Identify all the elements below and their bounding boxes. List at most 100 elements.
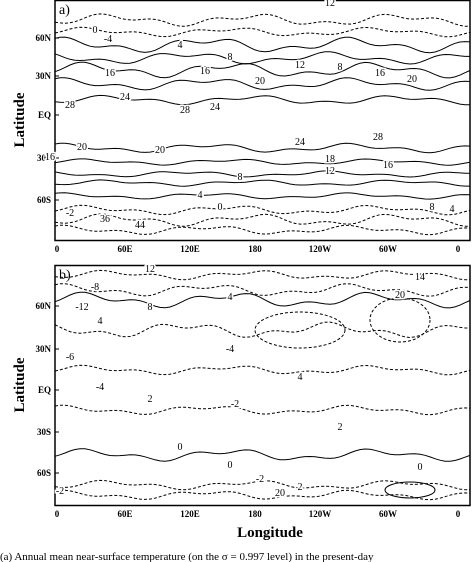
y-tick-label: 30N	[36, 344, 52, 354]
contour-loop	[384, 481, 436, 499]
contour-label: 14	[415, 272, 425, 283]
contour-line	[54, 94, 470, 106]
contour-line	[54, 158, 471, 166]
contour-line	[54, 213, 471, 227]
contour-label: 16	[105, 68, 115, 79]
contour-label: 28	[180, 105, 190, 116]
contour-label: -8	[91, 282, 99, 293]
contour-line	[54, 26, 471, 38]
y-axis-label: Latitude	[12, 92, 28, 147]
contour-label: 0	[218, 202, 223, 213]
contour-label: 44	[135, 220, 145, 231]
contour-line	[54, 51, 470, 65]
contour-line	[54, 170, 470, 178]
y-tick-label: 60S	[37, 468, 51, 478]
contour-label: 16	[45, 152, 55, 163]
contour-label: 8	[338, 62, 343, 73]
x-tick-label: 120E	[180, 509, 200, 519]
contour-label: 0	[228, 460, 233, 471]
map-frame	[54, 0, 471, 242]
contour-line	[54, 142, 471, 154]
contour-label: 2	[148, 394, 153, 405]
contour-line	[54, 364, 471, 376]
x-tick-label: 180	[248, 509, 262, 519]
contour-label: 24	[210, 102, 220, 113]
contour-line	[54, 204, 471, 216]
y-tick-label: EQ	[38, 385, 51, 395]
contour-line	[54, 448, 471, 462]
contour-label: 4	[98, 316, 103, 327]
contour-label: 16	[200, 66, 210, 77]
contour-line	[54, 224, 471, 236]
contour-label: 4	[198, 190, 203, 201]
contour-label: -6	[66, 352, 74, 363]
contour-line	[54, 36, 471, 54]
y-tick-label: 30N	[36, 71, 52, 81]
contour-label: 0	[178, 442, 183, 453]
x-tick-label: 0	[55, 509, 60, 519]
contour-label: 28	[373, 132, 383, 143]
contour-label: 8	[228, 52, 233, 63]
x-tick-label: 120W	[309, 244, 332, 254]
contour-label: 36	[100, 214, 110, 225]
y-tick-label: 30S	[37, 153, 51, 163]
contour-line	[54, 77, 471, 91]
contour-label: 4	[298, 372, 303, 383]
contour-loop	[369, 297, 431, 343]
contour-label: 28	[65, 100, 75, 111]
contour-label: 12	[295, 60, 305, 71]
contour-label: 0	[418, 462, 423, 473]
contour-label: 16	[383, 160, 393, 171]
contour-label: 12	[325, 166, 335, 177]
x-tick-label: 120W	[309, 509, 332, 519]
contour-line	[54, 192, 471, 200]
contour-label: -4	[104, 34, 112, 45]
y-tick-label: EQ	[38, 110, 51, 120]
panel-label: a)	[59, 3, 70, 18]
contour-label: 16	[375, 68, 385, 79]
contour-line	[54, 269, 470, 281]
contour-line	[54, 283, 471, 297]
contour-label: 4	[450, 204, 455, 215]
contour-label: 8	[430, 202, 435, 213]
y-axis-label: Latitude	[12, 357, 28, 412]
x-tick-label: 60E	[117, 244, 132, 254]
contour-label: 20	[275, 488, 285, 499]
contour-label: 2	[338, 422, 343, 433]
y-tick-label: 60N	[36, 301, 52, 311]
contour-line	[54, 404, 471, 416]
x-axis-label: Longitude	[237, 525, 303, 541]
contour-line	[54, 291, 471, 309]
y-tick-label: 60S	[37, 195, 51, 205]
contour-label: 18	[325, 154, 335, 165]
contour-label: 12	[325, 0, 335, 9]
contour-label: -4	[96, 382, 104, 393]
contour-label: 2	[298, 482, 303, 493]
contour-label: 8	[148, 302, 153, 313]
contour-label: 0	[93, 25, 98, 36]
contour-label: 20	[395, 290, 405, 301]
contour-label: 8	[238, 172, 243, 183]
contour-label: -2	[56, 486, 64, 497]
contour-line	[54, 489, 471, 501]
contour-line	[54, 61, 471, 79]
contour-label: 4	[178, 40, 183, 51]
contour-label: -12	[75, 302, 88, 313]
caption: (a) Annual mean near-surface temperature…	[0, 551, 374, 562]
x-tick-label: 60E	[117, 509, 132, 519]
contour-line	[54, 13, 471, 27]
contour-label: 20	[255, 76, 265, 87]
contour-label: -2	[231, 399, 239, 410]
x-tick-label: 120E	[180, 244, 200, 254]
contour-label: 20	[407, 74, 417, 85]
y-tick-label: 60N	[36, 33, 52, 43]
contour-label: 20	[77, 142, 87, 153]
contour-line	[54, 179, 470, 187]
map-frame	[54, 264, 471, 507]
panel-label: b)	[59, 268, 71, 283]
contour-label: -2	[66, 208, 74, 219]
y-tick-label: 30S	[37, 427, 51, 437]
x-tick-label: 0	[456, 244, 461, 254]
contour-label: 12	[145, 264, 155, 275]
